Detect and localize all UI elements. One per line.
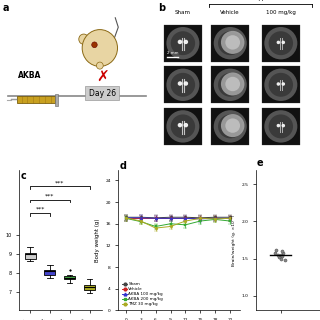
Circle shape xyxy=(178,40,182,44)
Point xyxy=(279,252,284,257)
Circle shape xyxy=(214,110,247,143)
Circle shape xyxy=(282,82,285,86)
Bar xyxy=(17,96,55,103)
Bar xyxy=(262,108,300,145)
Circle shape xyxy=(178,81,182,86)
Circle shape xyxy=(264,68,297,101)
PathPatch shape xyxy=(25,253,36,259)
Legend: Sham, Vehicle, AKBA 100 mg/kg, AKBA 200 mg/kg, TMZ 30 mg/kg: Sham, Vehicle, AKBA 100 mg/kg, AKBA 200 … xyxy=(122,282,164,307)
Bar xyxy=(212,108,249,145)
Text: ***: *** xyxy=(35,207,45,212)
Point xyxy=(279,254,284,259)
Y-axis label: Body weight (g): Body weight (g) xyxy=(95,218,100,262)
Text: c: c xyxy=(20,172,26,181)
Circle shape xyxy=(171,31,195,55)
Circle shape xyxy=(276,124,280,127)
Circle shape xyxy=(82,30,117,67)
Point xyxy=(273,247,278,252)
Point xyxy=(279,256,284,261)
Circle shape xyxy=(214,27,247,60)
Circle shape xyxy=(166,110,199,143)
Text: A: A xyxy=(258,0,262,2)
Bar xyxy=(164,108,202,145)
Point xyxy=(280,250,285,255)
Text: Sham: Sham xyxy=(175,10,191,15)
Circle shape xyxy=(264,110,297,143)
Circle shape xyxy=(166,68,199,101)
Circle shape xyxy=(225,35,240,50)
Bar xyxy=(212,25,249,61)
Circle shape xyxy=(268,73,293,97)
Bar xyxy=(11,99,17,100)
PathPatch shape xyxy=(44,270,55,275)
PathPatch shape xyxy=(64,276,75,279)
Text: 100 mg/kg: 100 mg/kg xyxy=(266,10,296,15)
Circle shape xyxy=(264,27,297,60)
Text: ***: *** xyxy=(45,194,55,199)
Bar xyxy=(164,25,202,61)
Point xyxy=(272,251,277,256)
Circle shape xyxy=(166,27,199,60)
Circle shape xyxy=(221,31,244,54)
Point xyxy=(279,249,284,254)
Text: b: b xyxy=(158,3,165,13)
Circle shape xyxy=(268,115,293,138)
Text: e: e xyxy=(257,158,264,169)
Circle shape xyxy=(218,73,243,97)
Text: Day 26: Day 26 xyxy=(89,89,116,98)
Circle shape xyxy=(218,115,243,138)
Circle shape xyxy=(184,40,188,44)
Text: d: d xyxy=(119,162,126,172)
Circle shape xyxy=(225,77,240,91)
Text: ✗: ✗ xyxy=(96,70,108,85)
Text: 2 mm: 2 mm xyxy=(166,51,178,55)
Bar xyxy=(164,67,202,103)
Circle shape xyxy=(225,118,240,133)
Circle shape xyxy=(96,62,103,69)
Circle shape xyxy=(221,72,244,95)
Circle shape xyxy=(276,82,280,86)
Point xyxy=(276,252,281,257)
Circle shape xyxy=(92,42,97,48)
PathPatch shape xyxy=(84,285,95,291)
Bar xyxy=(212,67,249,103)
Text: Vehicle: Vehicle xyxy=(220,10,240,15)
Point xyxy=(283,258,288,263)
Circle shape xyxy=(218,31,243,55)
Circle shape xyxy=(214,68,247,101)
Text: ***: *** xyxy=(55,180,65,186)
Circle shape xyxy=(184,81,188,86)
Circle shape xyxy=(276,41,280,44)
Bar xyxy=(55,93,58,106)
Circle shape xyxy=(184,123,188,127)
FancyBboxPatch shape xyxy=(85,86,119,100)
Text: AKBA: AKBA xyxy=(19,71,42,80)
Circle shape xyxy=(171,73,195,97)
Text: a: a xyxy=(3,3,10,13)
Circle shape xyxy=(282,41,285,44)
Point xyxy=(276,254,282,260)
Bar xyxy=(262,25,300,61)
Bar xyxy=(262,67,300,103)
Circle shape xyxy=(79,34,89,44)
Circle shape xyxy=(282,124,285,127)
Circle shape xyxy=(268,31,293,55)
Circle shape xyxy=(178,123,182,127)
Y-axis label: Brain/weight (g. ×10⁻²): Brain/weight (g. ×10⁻²) xyxy=(232,214,236,266)
Circle shape xyxy=(221,114,244,137)
Circle shape xyxy=(171,115,195,138)
